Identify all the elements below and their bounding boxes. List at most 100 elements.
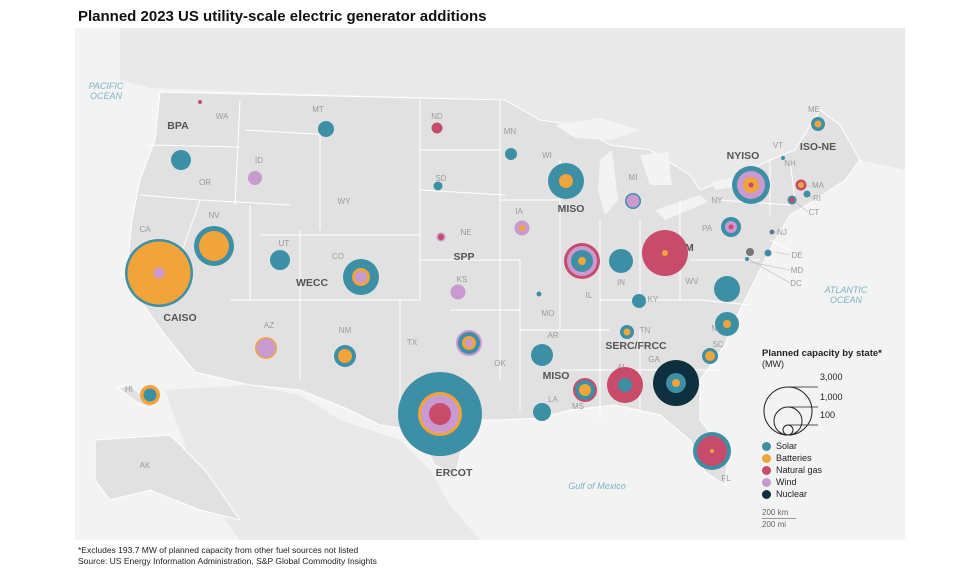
state-label: UT [279, 239, 290, 248]
state-label: DE [791, 251, 802, 260]
region-label: SERC/FRCC [605, 340, 667, 352]
bubble-al-solar [618, 378, 632, 392]
state-label: ME [808, 105, 820, 114]
bubble-pa-gas [728, 224, 734, 230]
size-legend [763, 386, 818, 436]
bubble-nm-batteries [338, 349, 352, 363]
bubble-mi-wind [626, 194, 640, 208]
bubble-ky-solar [632, 294, 646, 308]
state-label: NV [208, 211, 220, 220]
region-label: ISO-NE [800, 141, 836, 153]
bubble-nd-gas [431, 122, 443, 134]
state-label: WI [542, 151, 552, 160]
scale-bar: 200 km 200 mi [762, 508, 796, 529]
state-label: GA [648, 355, 660, 364]
bubble-ct-gas [789, 197, 795, 203]
bubble-wa-gas [198, 100, 202, 104]
state-label: DC [790, 279, 802, 288]
bubble-ga-batteries [672, 379, 680, 387]
bubble-ms-batteries [579, 384, 591, 396]
size-1000-circle [773, 406, 803, 436]
state-label: KY [648, 295, 659, 304]
pacific-label-2: OCEAN [90, 91, 123, 101]
bubble-ny-gas [748, 182, 754, 188]
pacific-label-1: PACIFIC [89, 81, 124, 91]
region-label: MISO [558, 203, 585, 215]
state-label: AK [140, 461, 151, 470]
bubble-ar-solar [531, 344, 553, 366]
wind-swatch [762, 477, 771, 487]
state-label: HI [125, 385, 133, 394]
state-label: MO [542, 309, 555, 318]
bubble-ma-batteries [798, 182, 804, 188]
footnote: *Excludes 193.7 MW of planned capacity f… [78, 545, 359, 555]
bubble-ks-wind [450, 284, 466, 300]
bubble-nc-batteries [723, 320, 731, 328]
state-label: MD [791, 266, 804, 275]
bubble-ut-solar [270, 250, 290, 270]
legend-item-natural-gas: Natural gas [762, 465, 822, 475]
atlantic-label-1: ATLANTIC [824, 285, 868, 295]
state-label: KS [457, 275, 468, 284]
legend-label: Natural gas [776, 465, 823, 475]
atlantic-label-2: OCEAN [830, 295, 863, 305]
solar-swatch [762, 441, 771, 451]
bubble-ia-batteries [519, 225, 525, 231]
alaska-land [94, 434, 242, 521]
state-label: CA [139, 225, 151, 234]
lake-michigan [598, 150, 618, 215]
region-label: CAISO [163, 312, 196, 324]
state-label: ID [255, 156, 263, 165]
state-label: IL [586, 291, 593, 300]
legend-item-wind: Wind [762, 477, 797, 487]
scale-line [762, 518, 796, 519]
region-label: SPP [453, 251, 474, 263]
mexico-land [165, 385, 480, 540]
state-label: TN [640, 326, 651, 335]
legend-item-solar: Solar [762, 441, 797, 451]
state-label: CT [809, 208, 820, 217]
state-label: AR [547, 331, 558, 340]
bubble-ne-gas [438, 234, 444, 240]
bubble-ok-wind-inner [465, 339, 473, 347]
state-label: OR [199, 178, 211, 187]
legend-unit: (MW) [762, 359, 784, 369]
state-label: LA [548, 395, 558, 404]
bubble-fl-batteries [710, 449, 714, 453]
state-label: MA [812, 181, 825, 190]
state-label: WV [686, 277, 700, 286]
nuclear-swatch [762, 489, 771, 499]
state-label: AZ [264, 321, 274, 330]
scale-mi: 200 mi [762, 520, 787, 529]
legend-item-nuclear: Nuclear [762, 489, 807, 499]
legend: Planned capacity by state* (MW) 3,000 1,… [762, 348, 892, 499]
bubble-ri-solar [803, 190, 811, 198]
bubble-vt-solar [781, 156, 785, 160]
legend-title: Planned capacity by state* [762, 348, 882, 359]
bubble-mo-solar [536, 291, 542, 297]
state-label: MT [312, 105, 324, 114]
bubble-co-wind [355, 271, 367, 283]
bubble-dc-solar [745, 257, 749, 261]
state-label: TX [407, 338, 418, 347]
size-label-1000: 1,000 [820, 392, 843, 402]
state-label: NJ [777, 228, 787, 237]
state-label: MN [504, 127, 517, 136]
natural-gas-swatch [762, 465, 771, 475]
bubble-de-solar [764, 249, 772, 257]
state-label: CO [332, 252, 344, 261]
legend-label: Nuclear [776, 489, 808, 499]
size-label-3000: 3,000 [820, 372, 843, 382]
bubble-or-solar [171, 150, 191, 170]
canada-land [120, 28, 905, 190]
bubble-tx-gas [429, 403, 451, 425]
region-label: NYISO [727, 150, 760, 162]
region-label: WECC [296, 277, 328, 289]
lake-superior [555, 118, 640, 140]
bubble-sc-batteries [705, 351, 715, 361]
source: Source: US Energy Information Administra… [78, 556, 377, 566]
state-label: MS [572, 402, 584, 411]
state-label: RI [813, 194, 821, 203]
state-label: FL [721, 474, 731, 483]
